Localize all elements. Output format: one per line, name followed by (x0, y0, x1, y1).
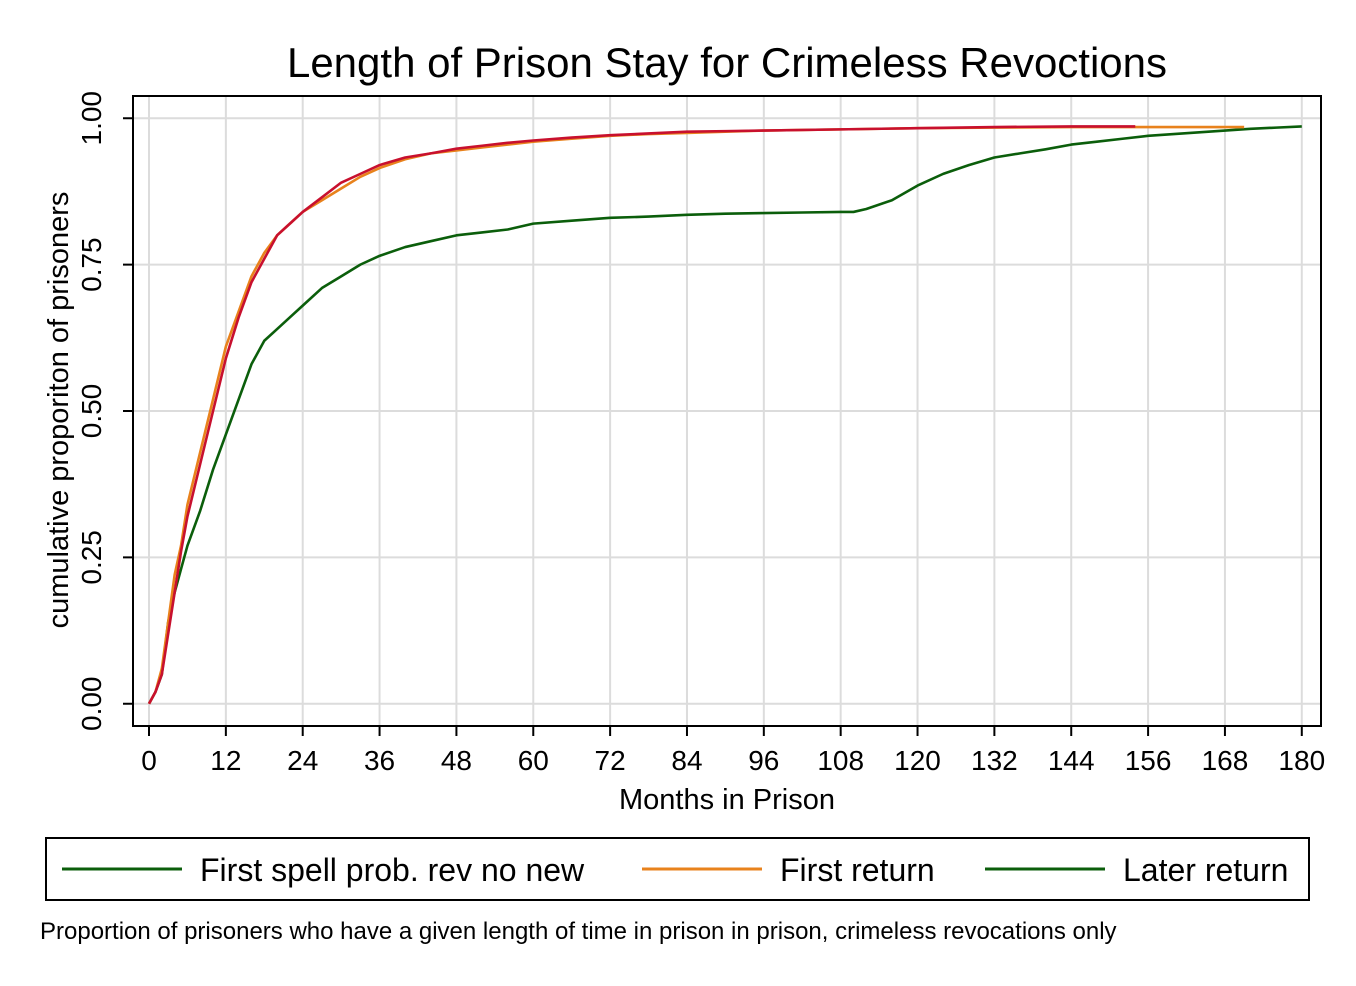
x-tick-label: 60 (518, 745, 549, 776)
x-tick-label: 144 (1048, 745, 1095, 776)
x-tick-label: 72 (595, 745, 626, 776)
legend-label: First spell prob. rev no new (200, 852, 585, 888)
series-layer (147, 125, 1302, 705)
y-tick-label: 0.75 (76, 237, 107, 292)
y-tick-label: 0.25 (76, 530, 107, 585)
legend-label: First return (780, 852, 935, 888)
x-axis-label: Months in Prison (619, 784, 835, 816)
x-tick-label: 48 (441, 745, 472, 776)
legend: First spell prob. rev no new First retur… (45, 837, 1310, 901)
y-tick-label: 0.00 (76, 677, 107, 732)
x-tick-label: 132 (971, 745, 1018, 776)
series-line-2 (147, 125, 1136, 705)
x-tick-label: 24 (287, 745, 318, 776)
x-tick-label: 36 (364, 745, 395, 776)
legend-label: Later return (1123, 852, 1288, 888)
series-line-0 (147, 125, 1302, 705)
x-tick-label: 84 (671, 745, 702, 776)
x-tick-label: 120 (894, 745, 941, 776)
x-tick-label: 156 (1125, 745, 1172, 776)
x-tick-label: 180 (1278, 745, 1325, 776)
x-tick-label: 96 (748, 745, 779, 776)
x-axis: 0 12 24 36 48 60 72 84 96 108 120 132 144 156 168 180 (141, 726, 1325, 776)
x-tick-label: 168 (1202, 745, 1249, 776)
x-tick-label: 108 (817, 745, 864, 776)
chart-title: Length of Prison Stay for Crimeless Revo… (287, 39, 1167, 86)
x-tick-label: 0 (141, 745, 157, 776)
y-axis-label: cumulative proporiton of prisoners (43, 192, 75, 629)
y-axis: 0.00 0.25 0.50 0.75 1.00 (76, 91, 133, 731)
y-tick-label: 0.50 (76, 384, 107, 439)
grid (133, 96, 1321, 726)
x-tick-label: 12 (210, 745, 241, 776)
y-tick-label: 1.00 (76, 91, 107, 146)
chart-note: Proportion of prisoners who have a given… (40, 918, 1117, 945)
